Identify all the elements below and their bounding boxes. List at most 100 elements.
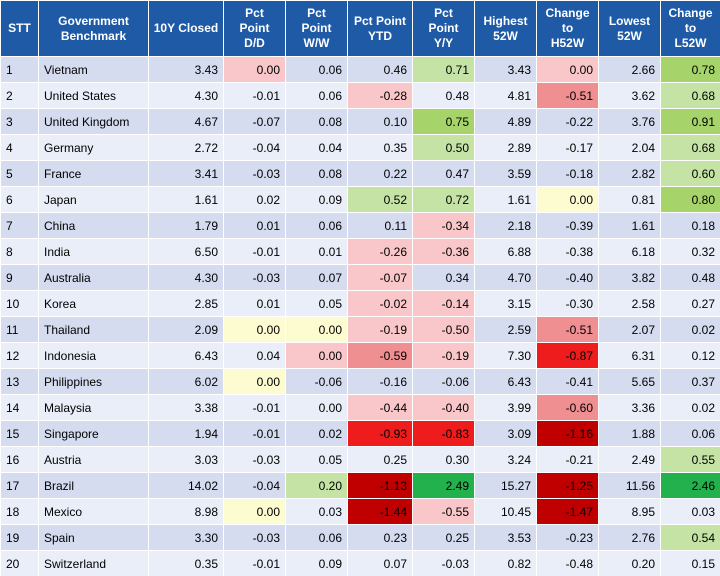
cell-change-to-h52w: -0.38: [536, 238, 599, 265]
cell-pct-point-yy: -0.06: [412, 368, 475, 395]
cell-change-to-l52w: 0.18: [660, 212, 720, 239]
cell-pct-point-dd: 0.01: [223, 290, 286, 317]
cell-stt: 1: [0, 56, 39, 83]
cell-lowest-52w: 2.49: [598, 446, 661, 473]
cell-10y-closed: 3.43: [148, 56, 224, 83]
cell-10y-closed: 6.02: [148, 368, 224, 395]
cell-lowest-52w: 3.36: [598, 394, 661, 421]
cell-highest-52w: 2.18: [474, 212, 537, 239]
cell-lowest-52w: 3.82: [598, 264, 661, 291]
cell-highest-52w: 3.53: [474, 524, 537, 551]
cell-10y-closed: 2.85: [148, 290, 224, 317]
cell-lowest-52w: 3.76: [598, 108, 661, 135]
cell-pct-point-ww: 0.01: [285, 238, 348, 265]
cell-change-to-l52w: 0.55: [660, 446, 720, 473]
cell-10y-closed: 6.43: [148, 342, 224, 369]
table-row: 18 Mexico 8.98 0.00 0.03 -1.44 -0.55 10.45 -1.47…: [0, 498, 720, 525]
cell-highest-52w: 6.88: [474, 238, 537, 265]
cell-pct-point-yy: -0.34: [412, 212, 475, 239]
cell-government-benchmark: France: [38, 160, 149, 187]
col-header-highest-52w: Highest 52W: [474, 0, 537, 57]
cell-government-benchmark: Australia: [38, 264, 149, 291]
cell-lowest-52w: 1.88: [598, 420, 661, 447]
col-header-line: to: [561, 21, 574, 35]
cell-stt: 13: [0, 368, 39, 395]
cell-pct-point-ww: 0.08: [285, 160, 348, 187]
col-header-line: Change: [668, 6, 713, 20]
cell-highest-52w: 3.15: [474, 290, 537, 317]
cell-pct-point-yy: 0.47: [412, 160, 475, 187]
cell-pct-point-ww: 0.09: [285, 550, 348, 576]
cell-change-to-h52w: -0.60: [536, 394, 599, 421]
table-row: 6 Japan 1.61 0.02 0.09 0.52 0.72 1.61 0.00 0.81 0.…: [0, 186, 720, 213]
cell-pct-point-ytd: -0.26: [347, 238, 413, 265]
cell-stt: 9: [0, 264, 39, 291]
cell-government-benchmark: Vietnam: [38, 56, 149, 83]
cell-pct-point-ww: 0.05: [285, 446, 348, 473]
col-header-line: Pct: [434, 6, 453, 20]
cell-pct-point-ww: 0.20: [285, 472, 348, 499]
cell-pct-point-ytd: -0.93: [347, 420, 413, 447]
col-header-line: YTD: [368, 28, 392, 43]
cell-pct-point-dd: -0.03: [223, 160, 286, 187]
cell-government-benchmark: Switzerland: [38, 550, 149, 576]
cell-stt: 6: [0, 186, 39, 213]
cell-government-benchmark: Indonesia: [38, 342, 149, 369]
table-row: 19 Spain 3.30 -0.03 0.06 0.23 0.25 3.53 -0.23 2.7…: [0, 524, 720, 551]
cell-stt: 20: [0, 550, 39, 576]
cell-government-benchmark: Spain: [38, 524, 149, 551]
cell-change-to-l52w: 0.80: [660, 186, 720, 213]
cell-highest-52w: 3.24: [474, 446, 537, 473]
col-header-line: Lowest: [608, 13, 651, 28]
cell-pct-point-dd: -0.03: [223, 524, 286, 551]
cell-pct-point-ytd: 0.11: [347, 212, 413, 239]
cell-change-to-h52w: 0.00: [536, 56, 599, 83]
cell-highest-52w: 7.30: [474, 342, 537, 369]
cell-change-to-l52w: 0.68: [660, 82, 720, 109]
cell-stt: 12: [0, 342, 39, 369]
cell-government-benchmark: Mexico: [38, 498, 149, 525]
col-header-line: 10Y Closed: [153, 21, 219, 35]
col-header-line: Pct Point: [353, 13, 406, 28]
cell-pct-point-ytd: -0.44: [347, 394, 413, 421]
cell-highest-52w: 3.43: [474, 56, 537, 83]
cell-change-to-h52w: -0.17: [536, 134, 599, 161]
cell-government-benchmark: Korea: [38, 290, 149, 317]
cell-pct-point-dd: -0.04: [223, 134, 286, 161]
cell-pct-point-ww: 0.06: [285, 212, 348, 239]
cell-change-to-l52w: 0.48: [660, 264, 720, 291]
cell-lowest-52w: 2.82: [598, 160, 661, 187]
col-header-stt: STT: [0, 0, 39, 57]
cell-pct-point-yy: 0.72: [412, 186, 475, 213]
cell-pct-point-yy: -0.36: [412, 238, 475, 265]
col-header-line: Y/Y: [433, 36, 454, 50]
cell-pct-point-ww: 0.00: [285, 316, 348, 343]
col-header-line: Pct: [245, 6, 264, 20]
cell-pct-point-yy: -0.40: [412, 394, 475, 421]
cell-change-to-l52w: 0.54: [660, 524, 720, 551]
header-row: STT Government Benchmark 10Y Closed Pct Point…: [0, 0, 720, 57]
cell-pct-point-ytd: -0.59: [347, 342, 413, 369]
cell-pct-point-ytd: -0.07: [347, 264, 413, 291]
cell-highest-52w: 0.82: [474, 550, 537, 576]
col-header-line: 52W: [493, 28, 518, 43]
cell-highest-52w: 6.43: [474, 368, 537, 395]
cell-change-to-h52w: -1.47: [536, 498, 599, 525]
cell-pct-point-dd: -0.03: [223, 446, 286, 473]
table-row: 17 Brazil 14.02 -0.04 0.20 -1.13 2.49 15.27 -1.2…: [0, 472, 720, 499]
col-header-government-benchmark: Government Benchmark: [38, 0, 149, 57]
cell-10y-closed: 4.67: [148, 108, 224, 135]
cell-10y-closed: 4.30: [148, 264, 224, 291]
cell-pct-point-ytd: -1.13: [347, 472, 413, 499]
col-header-line: Pct: [307, 6, 326, 20]
cell-stt: 10: [0, 290, 39, 317]
cell-pct-point-ww: 0.07: [285, 264, 348, 291]
cell-pct-point-ytd: -0.19: [347, 316, 413, 343]
cell-change-to-h52w: -0.51: [536, 316, 599, 343]
cell-highest-52w: 2.59: [474, 316, 537, 343]
cell-10y-closed: 1.61: [148, 186, 224, 213]
col-header-line: 52W: [617, 28, 642, 43]
cell-change-to-h52w: -0.18: [536, 160, 599, 187]
cell-government-benchmark: Thailand: [38, 316, 149, 343]
table-body: 1 Vietnam 3.43 0.00 0.06 0.46 0.71 3.43 0.00 2.66…: [0, 56, 720, 576]
